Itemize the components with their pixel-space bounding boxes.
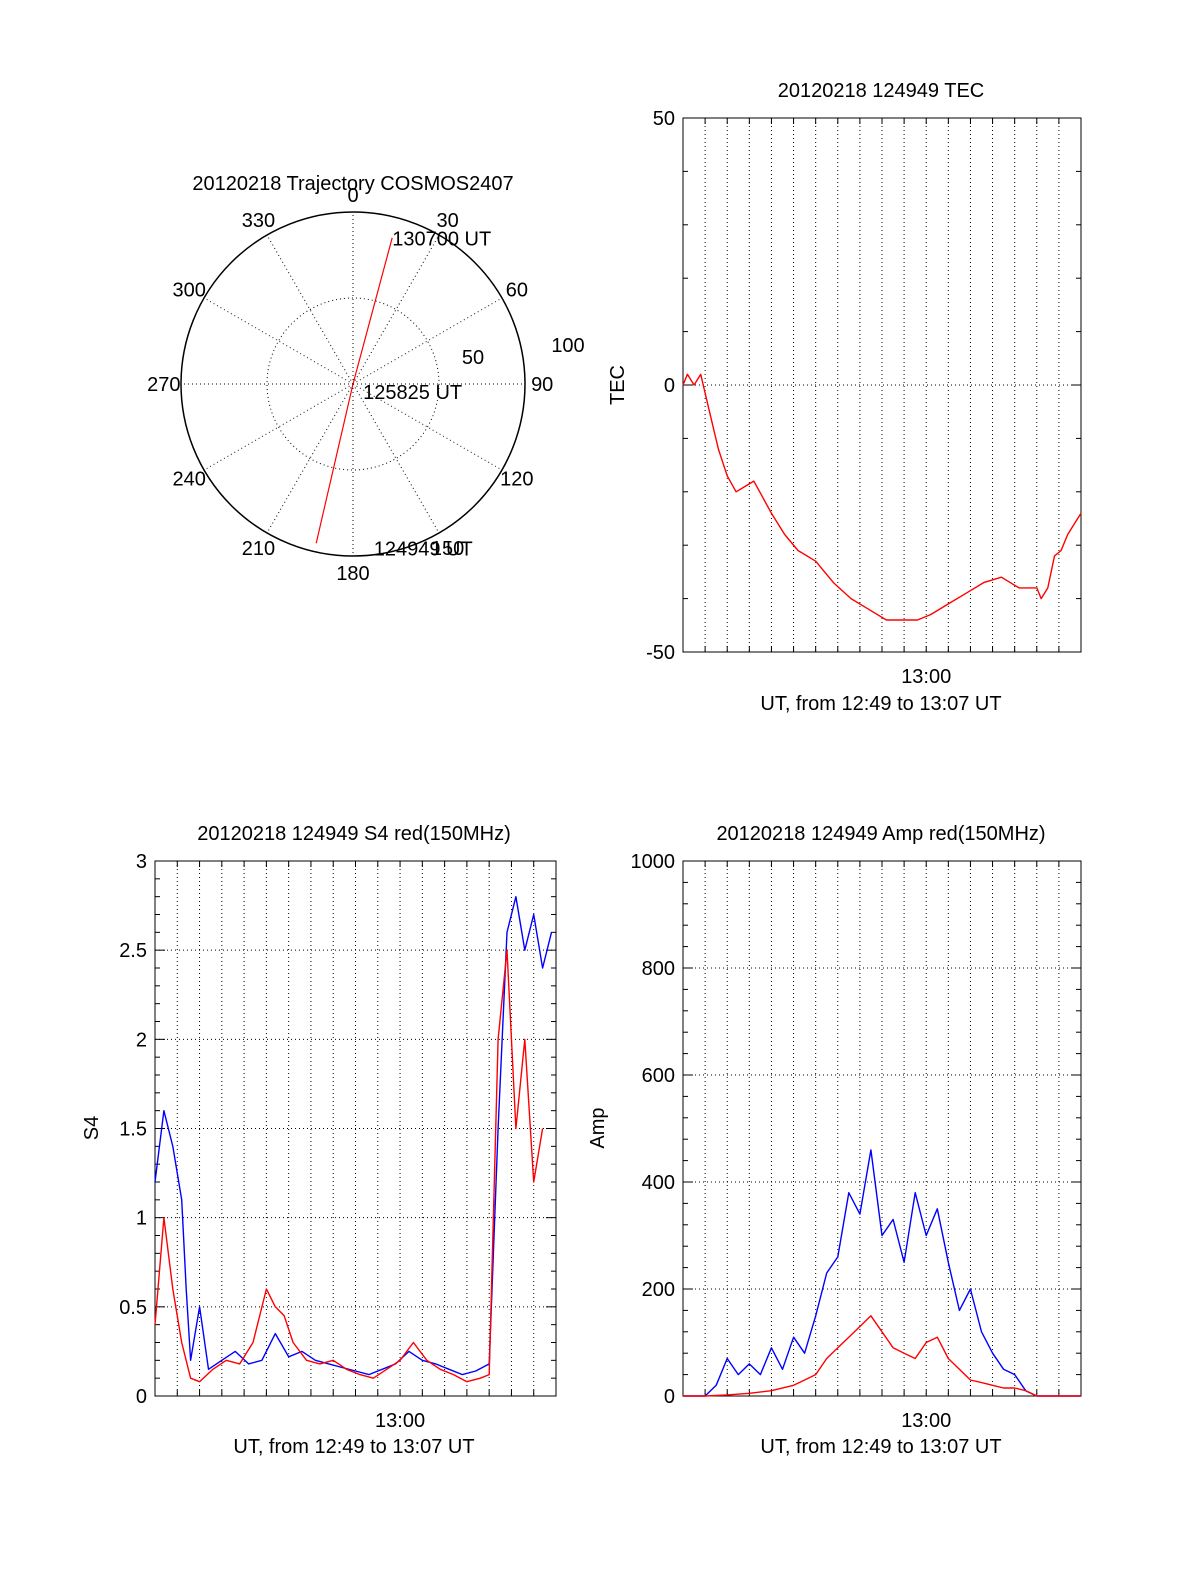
y-tick-label: 0 bbox=[664, 375, 675, 397]
y-tick-label: 0 bbox=[664, 1386, 675, 1408]
y-tick-label: 2.5 bbox=[119, 940, 147, 962]
polar-title: 20120218 Trajectory COSMOS2407 bbox=[192, 173, 513, 195]
y-tick-label: 3 bbox=[136, 851, 147, 873]
amp-plot: 20120218 124949 Amp red(150MHz) UT, from… bbox=[587, 823, 1082, 1458]
polar-angle-label: 210 bbox=[242, 538, 275, 560]
y-tick-label: 400 bbox=[642, 1172, 675, 1194]
series-line bbox=[154, 896, 553, 1376]
amp-y-axis-label: Amp bbox=[587, 1107, 609, 1148]
y-tick-label: 0 bbox=[136, 1386, 147, 1408]
polar-spoke bbox=[352, 297, 503, 385]
polar-radius-label: 100 bbox=[551, 335, 584, 357]
x-tick-label: 13:00 bbox=[901, 1410, 951, 1432]
polar-angle-label: 120 bbox=[500, 469, 533, 491]
s4-y-axis-label: S4 bbox=[81, 1116, 103, 1140]
amp-x-axis-label: UT, from 12:49 to 13:07 UT bbox=[760, 1436, 1001, 1458]
polar-spoke bbox=[266, 234, 354, 385]
polar-outer-ring bbox=[180, 211, 526, 557]
series-line bbox=[154, 949, 544, 1383]
polar-angle-label: 180 bbox=[336, 563, 369, 585]
polar-spoke bbox=[352, 383, 503, 471]
trajectory-time-label: 125825 UT bbox=[363, 382, 462, 404]
x-tick-label: 13:00 bbox=[901, 666, 951, 688]
polar-spoke bbox=[352, 383, 440, 534]
polar-inner-ring bbox=[266, 297, 440, 471]
polar-angle-label: 60 bbox=[506, 279, 528, 301]
tec-x-axis-label: UT, from 12:49 to 13:07 UT bbox=[760, 693, 1001, 715]
trajectory-time-label: 124949 UT bbox=[374, 539, 473, 561]
polar-angle-label: 90 bbox=[531, 374, 553, 396]
s4-title: 20120218 124949 S4 red(150MHz) bbox=[197, 823, 511, 845]
polar-spoke bbox=[203, 383, 354, 471]
y-tick-label: 2 bbox=[136, 1029, 147, 1051]
s4-plot: 20120218 124949 S4 red(150MHz) UT, from … bbox=[81, 823, 557, 1458]
x-tick-label: 13:00 bbox=[375, 1410, 425, 1432]
trajectory-polar-plot: 20120218 Trajectory COSMOS2407 0 30 60 90 12… bbox=[147, 173, 585, 585]
amp-title: 20120218 124949 Amp red(150MHz) bbox=[716, 823, 1045, 845]
tec-y-axis-label: TEC bbox=[607, 365, 629, 405]
y-tick-label: 800 bbox=[642, 958, 675, 980]
polar-angle-label: 270 bbox=[147, 374, 180, 396]
y-tick-label: -50 bbox=[646, 642, 675, 664]
polar-angle-label: 150 bbox=[431, 538, 464, 560]
polar-angle-label: 30 bbox=[436, 210, 458, 232]
y-tick-label: 1000 bbox=[631, 851, 676, 873]
series-line bbox=[683, 1149, 1081, 1397]
polar-angle-label: 0 bbox=[347, 185, 358, 207]
plot-frame bbox=[154, 860, 557, 1397]
polar-spoke bbox=[203, 297, 354, 385]
polar-angle-label: 330 bbox=[242, 210, 275, 232]
y-tick-label: 1.5 bbox=[119, 1119, 147, 1141]
trajectory-line bbox=[315, 237, 393, 544]
polar-angle-label: 300 bbox=[172, 279, 205, 301]
y-tick-label: 200 bbox=[642, 1279, 675, 1301]
y-tick-label: 1 bbox=[136, 1208, 147, 1230]
polar-radius-label: 50 bbox=[462, 347, 484, 369]
polar-spoke bbox=[266, 383, 354, 534]
series-line bbox=[683, 1315, 1081, 1397]
y-tick-label: 0.5 bbox=[119, 1297, 147, 1319]
trajectory-time-label: 130700 UT bbox=[392, 228, 491, 250]
y-tick-label: 600 bbox=[642, 1065, 675, 1087]
polar-spoke bbox=[352, 234, 440, 385]
y-tick-label: 50 bbox=[653, 108, 675, 130]
series-line bbox=[682, 373, 1082, 621]
tec-title: 20120218 124949 TEC bbox=[778, 80, 984, 102]
plot-frame bbox=[682, 860, 1082, 1397]
s4-x-axis-label: UT, from 12:49 to 13:07 UT bbox=[233, 1436, 474, 1458]
tec-plot: 20120218 124949 TEC UT, from 12:49 to 13… bbox=[607, 80, 1082, 715]
polar-angle-label: 240 bbox=[172, 469, 205, 491]
